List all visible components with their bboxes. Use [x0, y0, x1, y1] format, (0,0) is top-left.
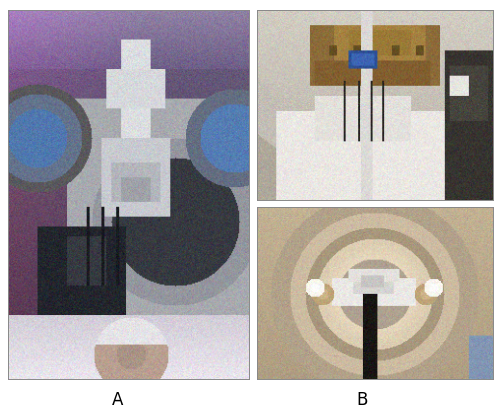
Text: A: A [112, 391, 123, 409]
Text: B: B [357, 391, 368, 409]
